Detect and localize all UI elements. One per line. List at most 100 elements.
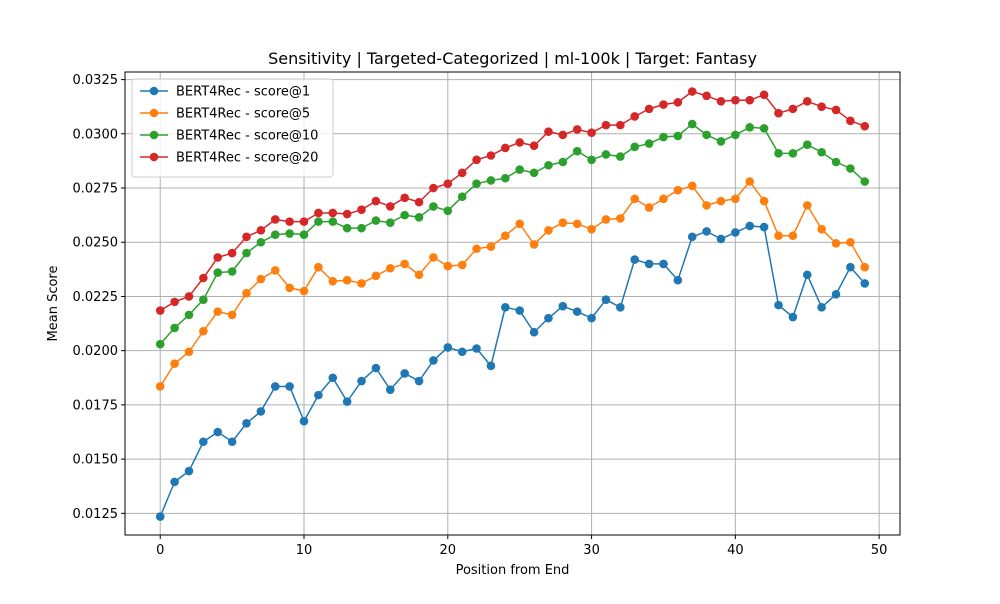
y-tick-label: 0.0325: [73, 73, 119, 88]
data-point: [630, 112, 640, 121]
data-point: [731, 194, 740, 204]
data-point: [544, 226, 553, 235]
data-point: [630, 194, 640, 204]
data-point: [472, 155, 481, 165]
plot-area-frame: [124, 71, 901, 536]
data-point: [184, 310, 194, 320]
legend-label: BERT4Rec - score@1: [176, 85, 310, 100]
data-point: [788, 312, 798, 322]
series-1: [155, 221, 870, 521]
y-tick-label: 0.0125: [73, 507, 119, 522]
chart-title: Sensitivity | Targeted-Categorized | ml-…: [268, 49, 757, 68]
data-point: [802, 270, 812, 280]
data-point: [774, 108, 783, 118]
data-point: [558, 301, 568, 311]
data-point: [759, 90, 769, 100]
data-point: [644, 139, 654, 148]
data-point: [731, 95, 740, 105]
data-point: [501, 173, 510, 183]
legend-label: BERT4Rec - score@5: [176, 107, 310, 122]
data-point: [199, 437, 208, 447]
data-point: [860, 121, 870, 131]
data-point: [817, 147, 826, 157]
x-tick-label: 30: [583, 543, 600, 558]
legend-swatch-marker: [149, 86, 159, 96]
data-point: [155, 306, 165, 315]
legend-box: [131, 78, 334, 178]
data-point: [213, 427, 223, 437]
data-point: [846, 116, 855, 126]
data-point: [846, 164, 855, 173]
data-point: [673, 185, 683, 195]
data-point: [429, 202, 438, 211]
data-point: [486, 151, 496, 160]
data-point: [572, 146, 582, 156]
tick-layer: 0 10 20 30 40 50 0.0125 0.0150 0.0175 0.0200 0.022…: [73, 73, 888, 558]
y-axis-label: Mean Score: [46, 266, 61, 342]
data-point: [429, 183, 438, 193]
data-point: [687, 87, 697, 96]
y-tick-label: 0.0250: [73, 236, 119, 251]
data-point: [860, 262, 870, 272]
data-point: [256, 226, 266, 235]
series-2: [155, 177, 870, 391]
data-point: [515, 165, 524, 174]
data-point: [501, 231, 510, 241]
data-point: [846, 237, 855, 247]
data-point: [644, 203, 654, 212]
data-point: [213, 268, 223, 277]
data-point: [659, 132, 668, 142]
data-point: [170, 297, 179, 307]
data-point: [529, 327, 539, 337]
data-point: [572, 219, 582, 229]
data-point: [328, 276, 338, 286]
data-point: [702, 227, 711, 236]
series-layer: [155, 87, 870, 521]
data-point: [357, 376, 366, 386]
y-tick-label: 0.0150: [73, 453, 119, 468]
x-tick-label: 50: [871, 543, 888, 558]
data-point: [616, 214, 625, 223]
data-point: [371, 363, 381, 373]
series-4: [155, 87, 870, 315]
data-point: [659, 259, 668, 269]
data-point: [443, 261, 453, 271]
data-point: [314, 208, 323, 218]
data-point: [831, 289, 841, 299]
data-point: [385, 218, 395, 228]
data-point: [616, 152, 625, 161]
data-point: [371, 196, 381, 206]
data-point: [443, 206, 453, 216]
data-point: [644, 259, 654, 269]
data-point: [472, 244, 481, 254]
data-point: [544, 127, 553, 136]
data-point: [299, 217, 309, 226]
data-point: [601, 295, 611, 305]
data-point: [170, 359, 179, 368]
data-point: [299, 230, 309, 239]
y-tick-label: 0.0225: [73, 290, 119, 305]
legend-item: BERT4Rec - score@20: [140, 151, 318, 166]
data-point: [831, 105, 841, 115]
legend-swatch-marker: [149, 152, 159, 162]
data-point: [601, 215, 611, 224]
data-point: [831, 157, 841, 167]
data-point: [587, 128, 596, 138]
data-point: [759, 196, 769, 206]
x-tick-label: 20: [440, 543, 457, 558]
data-point: [817, 224, 826, 234]
data-point: [558, 157, 568, 167]
data-point: [572, 307, 582, 316]
data-point: [227, 248, 237, 258]
data-point: [745, 221, 755, 231]
data-point: [860, 279, 870, 288]
data-point: [716, 196, 726, 206]
data-point: [587, 224, 596, 234]
data-point: [687, 119, 697, 129]
data-point: [184, 347, 194, 357]
data-point: [457, 347, 467, 357]
data-point: [213, 307, 223, 316]
data-point: [357, 223, 366, 233]
data-point: [673, 98, 683, 107]
